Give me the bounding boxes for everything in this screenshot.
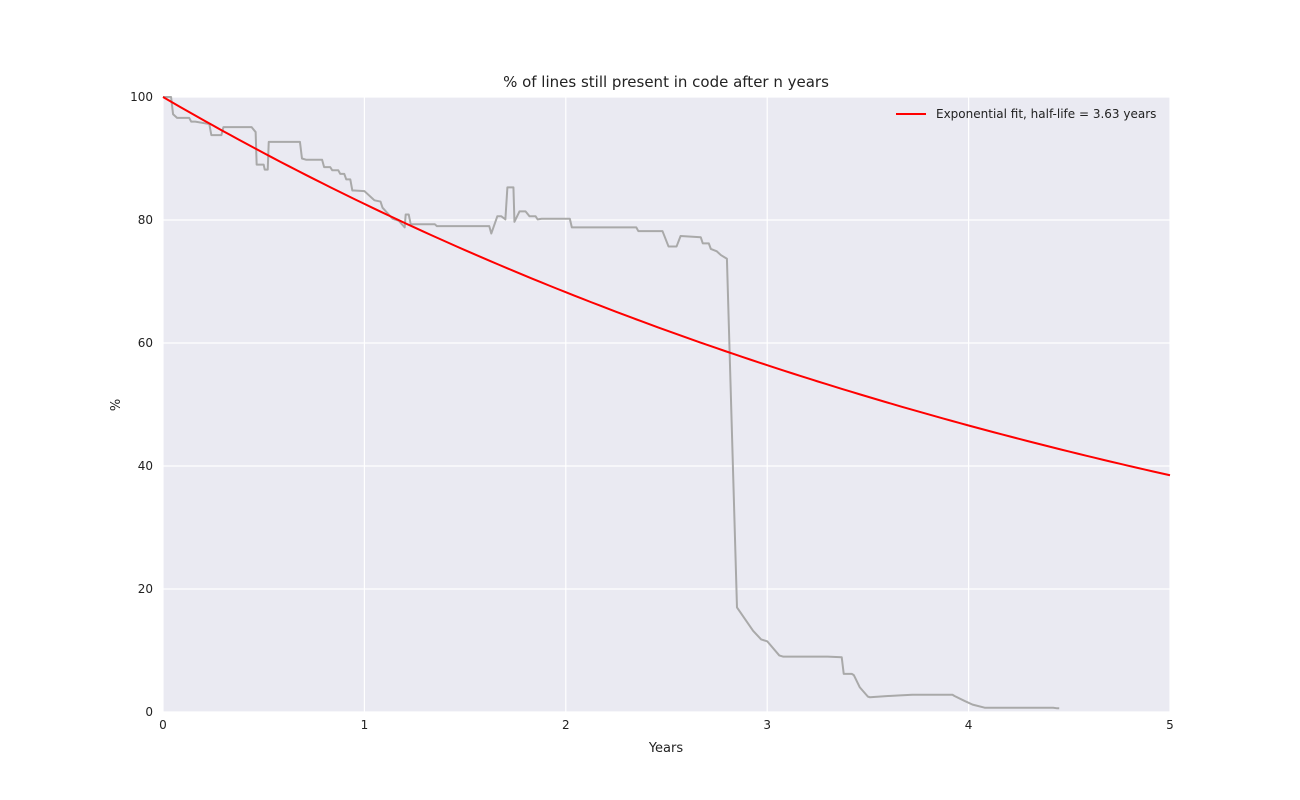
x-axis: 0 1 2 3 4 5 bbox=[159, 718, 1174, 732]
x-tick-label: 5 bbox=[1166, 718, 1174, 732]
x-tick-label: 0 bbox=[159, 718, 167, 732]
y-axis-label: % bbox=[109, 399, 124, 411]
chart-title: % of lines still present in code after n… bbox=[503, 73, 829, 91]
grid bbox=[162, 96, 1171, 713]
x-tick-label: 2 bbox=[562, 718, 570, 732]
x-axis-label: Years bbox=[648, 741, 684, 756]
y-tick-label: 60 bbox=[138, 336, 153, 350]
y-tick-label: 0 bbox=[145, 705, 153, 719]
y-tick-label: 20 bbox=[138, 582, 153, 596]
y-tick-label: 40 bbox=[138, 459, 153, 473]
series-line-observed bbox=[163, 96, 1060, 710]
y-tick-label: 80 bbox=[138, 213, 153, 227]
y-axis: 0 20 40 60 80 100 bbox=[130, 90, 153, 719]
x-tick-label: 4 bbox=[965, 718, 973, 732]
x-tick-label: 3 bbox=[763, 718, 771, 732]
plot-background bbox=[163, 97, 1170, 712]
series-line-exponential-fit bbox=[162, 96, 1171, 477]
legend: Exponential fit, half-life = 3.63 years bbox=[896, 107, 1156, 121]
y-tick-label: 100 bbox=[130, 90, 153, 104]
legend-label-exponential-fit: Exponential fit, half-life = 3.63 years bbox=[936, 107, 1156, 121]
series-layer bbox=[162, 96, 1171, 710]
x-tick-label: 1 bbox=[361, 718, 369, 732]
